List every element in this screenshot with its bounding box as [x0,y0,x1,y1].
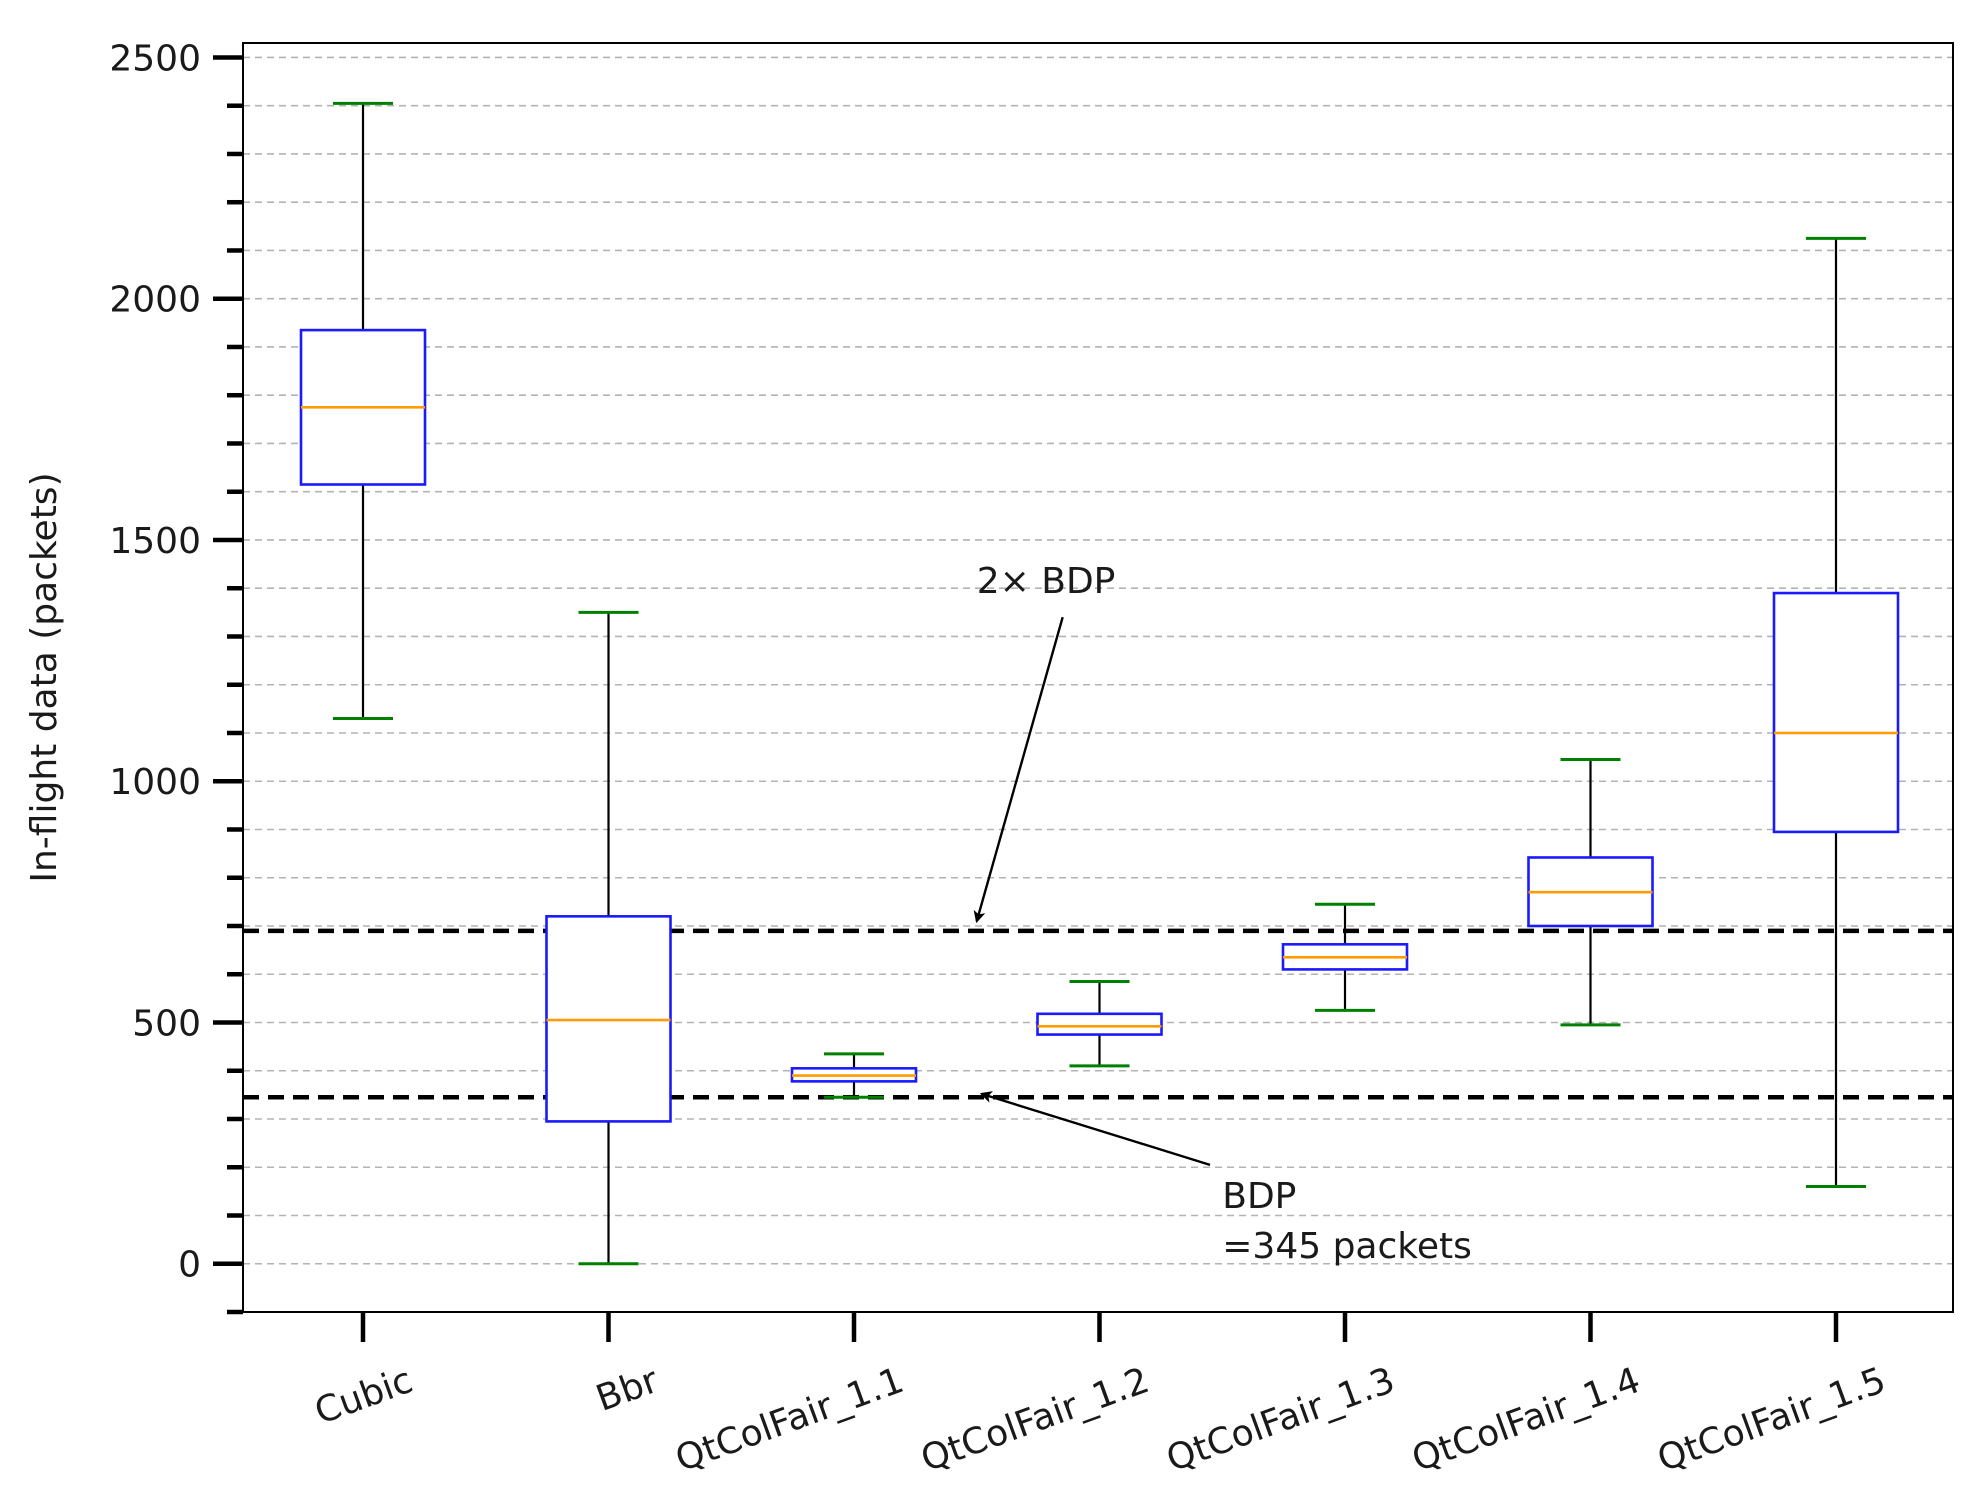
annotation-bdp: BDP =345 packets [979,1091,1472,1267]
x-tick-label: Cubic [310,1360,419,1433]
annotation-text-line-1: BDP [1222,1176,1296,1217]
y-tick-label: 1000 [109,762,201,803]
y-tick-label: 1500 [109,521,201,562]
box-qtcolfair-1-5 [1772,236,1900,1189]
y-tick-label: 2000 [109,280,201,321]
annotation-2x-bdp: 2× BDP [973,561,1116,924]
box-bbr [545,610,672,1266]
x-tick-label: QtColFair_1.2 [916,1360,1155,1480]
annotation-arrow [973,616,1064,924]
box-qtcolfair-1-4 [1527,758,1654,1027]
plot-frame [242,42,1954,1313]
annotation-text-line-2: =345 packets [1222,1226,1472,1267]
y-axis-ticks: 0 500 1000 1500 2000 2500 [109,38,243,1315]
box-cubic [299,101,427,721]
x-tick-label: Bbr [591,1360,664,1420]
x-axis-ticks: Cubic Bbr QtColFair_1.1 QtColFair_1.2 QtColF… [310,1312,1891,1480]
iqr-box [1036,1012,1163,1036]
x-tick-label: QtColFair_1.1 [670,1360,909,1480]
y-axis-label: In-flight data (packets) [24,472,65,882]
y-tick-label: 500 [132,1003,201,1044]
box-qtcolfair-1-2 [1036,979,1163,1068]
x-tick-label: QtColFair_1.3 [1161,1360,1400,1480]
x-tick-label: QtColFair_1.4 [1407,1360,1646,1480]
box-qtcolfair-1-1 [790,1052,918,1099]
annotation-arrow [979,1091,1211,1166]
annotation-text: 2× BDP [977,561,1116,602]
x-tick-label: QtColFair_1.5 [1652,1360,1891,1480]
iqr-box [1772,591,1900,834]
y-tick-label: 0 [178,1245,201,1286]
y-tick-label: 2500 [109,38,201,79]
box-qtcolfair-1-3 [1281,902,1409,1012]
grid-lines [243,56,1953,1313]
